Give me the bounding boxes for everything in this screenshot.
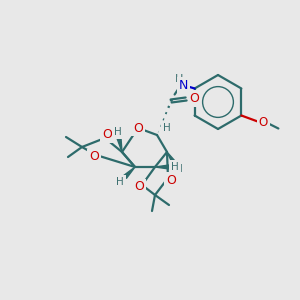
Polygon shape (167, 152, 177, 165)
Text: O: O (133, 122, 143, 134)
Text: O: O (89, 151, 99, 164)
Text: O: O (259, 116, 268, 129)
Text: O: O (166, 173, 176, 187)
Text: H: H (114, 127, 122, 137)
Text: O: O (102, 128, 112, 142)
Text: H: H (171, 162, 179, 172)
Polygon shape (117, 138, 122, 152)
Text: H: H (175, 164, 183, 174)
Text: O: O (190, 92, 200, 105)
Text: H: H (174, 74, 183, 83)
Polygon shape (124, 167, 135, 178)
Text: H: H (116, 177, 124, 187)
Text: H: H (163, 123, 171, 133)
Text: N: N (179, 79, 188, 92)
Polygon shape (155, 165, 169, 169)
Text: O: O (134, 181, 144, 194)
